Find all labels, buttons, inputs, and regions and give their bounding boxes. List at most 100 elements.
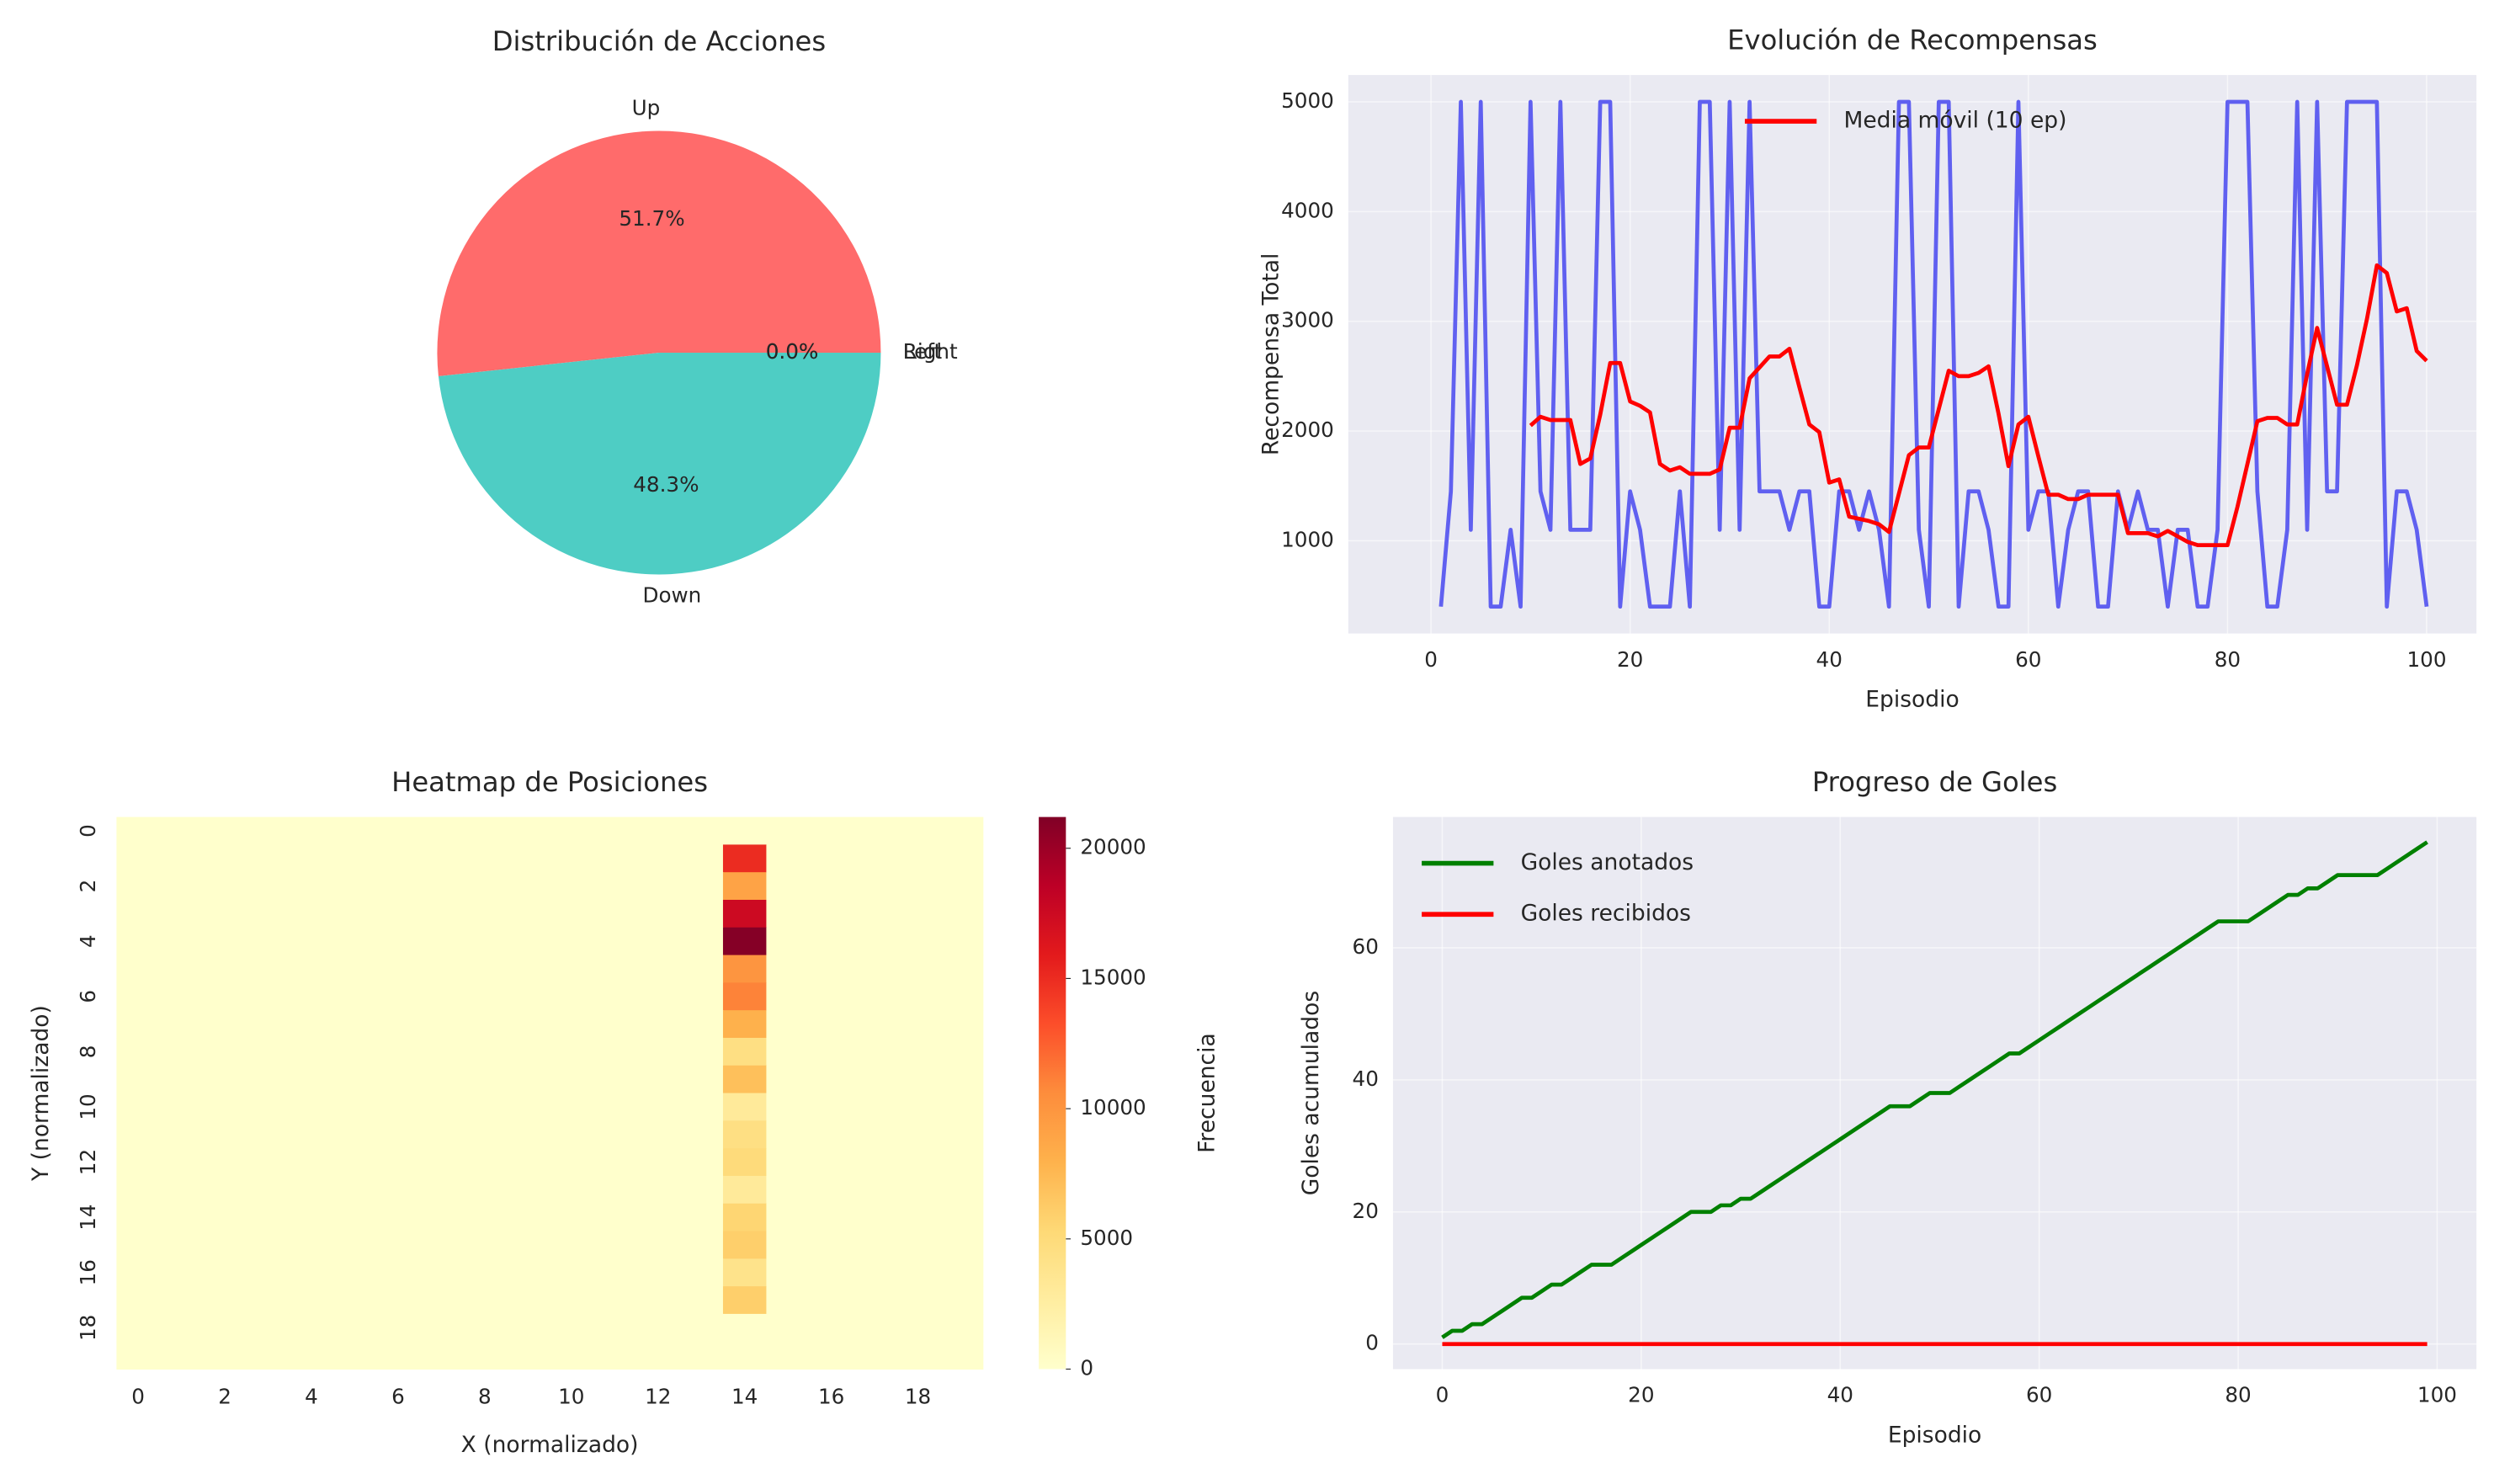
heatmap-cell [332, 1148, 377, 1177]
heatmap-cell [376, 927, 421, 956]
series-line [1438, 99, 2429, 609]
heatmap-cell [939, 1037, 984, 1066]
heatmap-cell [896, 1120, 940, 1149]
heatmap-cell [853, 1065, 897, 1094]
heatmap-cell [766, 1258, 811, 1287]
x-tick-label: 16 [818, 1385, 844, 1409]
x-tick-label: 12 [645, 1385, 671, 1409]
series-line [1529, 263, 2428, 548]
heatmap-cell [332, 1120, 377, 1149]
heatmap-cell [463, 955, 508, 983]
heatmap-cell [376, 955, 421, 983]
heatmap-cell [419, 816, 464, 845]
heatmap-cell [853, 1231, 897, 1259]
pie-slice [437, 130, 881, 377]
heatmap-cell [766, 816, 811, 845]
y-tick-label: 4 [76, 934, 100, 948]
heatmap-cell [116, 1037, 161, 1066]
heatmap-cell [506, 927, 550, 956]
heatmap-cell [550, 1010, 594, 1039]
heatmap-cell [332, 1037, 377, 1066]
heatmap-cell [376, 982, 421, 1011]
heatmap-cell [550, 1203, 594, 1232]
heatmap-cell [246, 1175, 290, 1205]
colorbar-tick-label: 20000 [1080, 835, 1146, 859]
heatmap-cell [376, 844, 421, 873]
colorbar-tick-label: 5000 [1080, 1226, 1133, 1250]
heatmap-cell [593, 1286, 637, 1315]
heatmap-cell [550, 955, 594, 983]
heatmap-cell [853, 1037, 897, 1066]
heatmap-cell [332, 816, 377, 845]
heatmap-cell [809, 955, 853, 983]
heatmap-cell [290, 1120, 334, 1149]
heatmap-cell [419, 1313, 464, 1343]
heatmap-cell [809, 927, 853, 956]
heatmap-cell [809, 1203, 853, 1232]
heatmap-cell [116, 816, 161, 845]
heatmap-cell [332, 955, 377, 983]
heatmap-cell [722, 1341, 767, 1370]
heatmap-cell [636, 816, 681, 845]
heatmap-cell [593, 1203, 637, 1232]
heatmap-cell [116, 955, 161, 983]
heatmap-cell [332, 1286, 377, 1315]
heatmap-cell [159, 1258, 204, 1287]
heatmap-cell [419, 1065, 464, 1094]
heatmap-cell [722, 1313, 767, 1343]
heatmap-cell [376, 1341, 421, 1370]
heatmap-cell [939, 816, 984, 845]
heatmap-cell [896, 955, 940, 983]
heatmap-cell [419, 1010, 464, 1039]
heatmap-cell [550, 927, 594, 956]
heatmap-cell [203, 1313, 247, 1343]
slice-percent: 51.7% [619, 206, 684, 231]
heatmap-cell [463, 1313, 508, 1343]
heatmap-cell [679, 955, 724, 983]
heatmap-cell [939, 1341, 984, 1370]
heatmap-cell [853, 899, 897, 928]
heatmap-cell [246, 927, 290, 956]
heatmap-cell [809, 1065, 853, 1094]
heatmap-cell [116, 1093, 161, 1121]
heatmap-cell [550, 1231, 594, 1259]
heatmap-cell [332, 1203, 377, 1232]
heatmap-cell [766, 844, 811, 873]
x-tick-label: 20 [1628, 1383, 1654, 1407]
heatmap-cell [246, 899, 290, 928]
heatmap-cell [853, 1010, 897, 1039]
heatmap-cell [809, 1120, 853, 1149]
heatmap-cell [809, 1010, 853, 1039]
heatmap-cell [636, 955, 681, 983]
heatmap-cell [766, 1313, 811, 1343]
heatmap-cell [203, 1010, 247, 1039]
heatmap-cell [290, 1175, 334, 1205]
heatmap-cell [463, 1093, 508, 1121]
heatmap-cell [290, 899, 334, 928]
heatmap-cell [636, 1258, 681, 1287]
heatmap-cell [550, 1037, 594, 1066]
colorbar-tick-label: 10000 [1080, 1095, 1146, 1120]
heatmap-cell [679, 844, 724, 873]
heatmap-cell [332, 899, 377, 928]
heatmap-cell [332, 872, 377, 901]
heatmap-cell [896, 1286, 940, 1315]
heatmap-cell [203, 1175, 247, 1205]
x-tick-label: 40 [1816, 647, 1843, 672]
heatmap-cell [419, 1258, 464, 1287]
x-tick-label: 18 [905, 1385, 931, 1409]
heatmap-cell [722, 816, 767, 845]
heatmap-cell [116, 1231, 161, 1259]
x-tick-label: 60 [2015, 647, 2041, 672]
heatmap-cell [506, 1093, 550, 1121]
heatmap-cell [853, 844, 897, 873]
x-tick-label: 6 [391, 1385, 405, 1409]
heatmap-cell [332, 1065, 377, 1094]
heatmap-cell [679, 1313, 724, 1343]
heatmap-cell [246, 1231, 290, 1259]
heatmap-cell [636, 927, 681, 956]
heatmap-cell [809, 1148, 853, 1177]
heatmap-cell [159, 1093, 204, 1121]
heatmap-cell [939, 927, 984, 956]
heatmap-cell [853, 1093, 897, 1121]
